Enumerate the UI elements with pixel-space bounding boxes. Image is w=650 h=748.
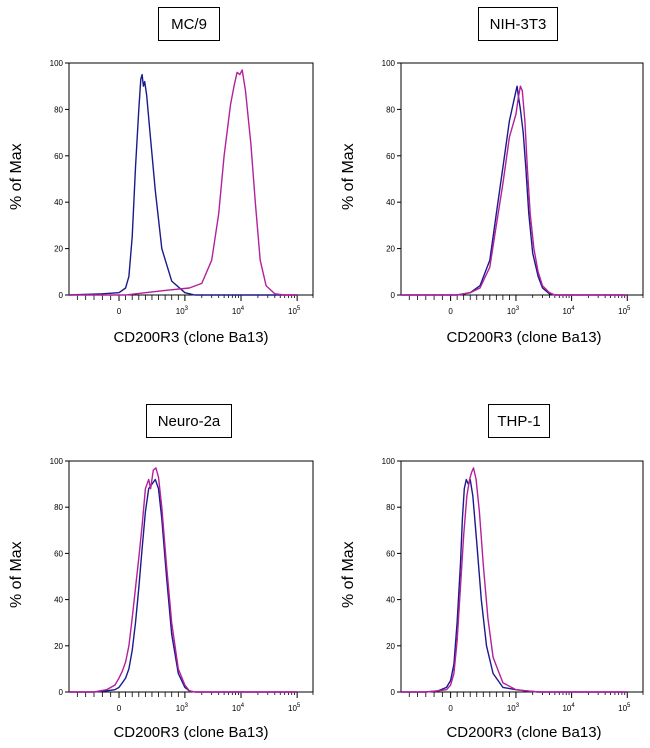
x-tick-label: 0	[117, 704, 122, 713]
y-tick-label: 0	[59, 688, 64, 697]
x-tick-label: 103	[507, 703, 520, 713]
x-tick-label: 104	[232, 703, 245, 713]
y-tick-label: 80	[386, 503, 395, 512]
x-tick-label: 104	[562, 306, 575, 316]
y-tick-label: 60	[54, 549, 63, 558]
histogram-series-1	[69, 478, 298, 693]
x-tick-label: 0	[117, 307, 122, 316]
x-tick-label: 0	[448, 704, 453, 713]
histogram-series-2	[69, 69, 298, 296]
x-tick-label: 105	[618, 703, 631, 713]
x-tick-label: 104	[562, 703, 575, 713]
histogram-series-1	[68, 73, 298, 296]
y-tick-label: 60	[386, 549, 395, 558]
chart-title: NIH-3T3	[478, 7, 558, 41]
y-tick-label: 40	[386, 198, 395, 207]
x-tick-label: 104	[232, 306, 245, 316]
x-tick-label: 103	[507, 306, 520, 316]
plot-frame	[68, 460, 314, 693]
x-tick-label: 103	[176, 306, 189, 316]
y-tick-label: 0	[59, 291, 64, 300]
y-tick-label: 20	[386, 642, 395, 651]
x-tick-label: 0	[448, 307, 453, 316]
x-tick-label: 105	[288, 703, 301, 713]
chart-title: MC/9	[158, 7, 220, 41]
y-tick-label: 100	[382, 457, 396, 466]
chart-title: THP-1	[488, 404, 550, 438]
y-tick-label: 20	[386, 245, 395, 254]
histogram-series-2	[401, 85, 628, 296]
histogram-series-2	[69, 467, 298, 693]
histogram-series-2	[401, 467, 628, 693]
plot-frame	[400, 62, 644, 296]
y-tick-label: 20	[54, 642, 63, 651]
x-axis-label: CD200R3 (clone Ba13)	[446, 329, 602, 346]
y-tick-label: 40	[54, 198, 63, 207]
plot-frame	[68, 62, 314, 296]
y-tick-label: 0	[391, 291, 396, 300]
x-tick-label: 105	[288, 306, 301, 316]
histogram-series-1	[401, 478, 628, 693]
y-tick-label: 100	[50, 59, 64, 68]
y-tick-label: 40	[54, 596, 63, 605]
y-tick-label: 100	[382, 59, 396, 68]
x-tick-label: 103	[176, 703, 189, 713]
x-axis-label: CD200R3 (clone Ba13)	[113, 329, 269, 346]
x-axis-label: CD200R3 (clone Ba13)	[446, 724, 602, 741]
y-tick-label: 80	[386, 105, 395, 114]
y-tick-label: 20	[54, 245, 63, 254]
y-tick-label: 60	[386, 152, 395, 161]
y-tick-label: 100	[50, 457, 64, 466]
x-tick-label: 105	[618, 306, 631, 316]
y-tick-label: 80	[54, 105, 63, 114]
y-tick-label: 80	[54, 503, 63, 512]
plot-frame	[400, 460, 644, 693]
y-tick-label: 0	[391, 688, 396, 697]
y-tick-label: 40	[386, 596, 395, 605]
x-axis-label: CD200R3 (clone Ba13)	[113, 724, 269, 741]
chart-title: Neuro-2a	[146, 404, 232, 438]
y-tick-label: 60	[54, 152, 63, 161]
